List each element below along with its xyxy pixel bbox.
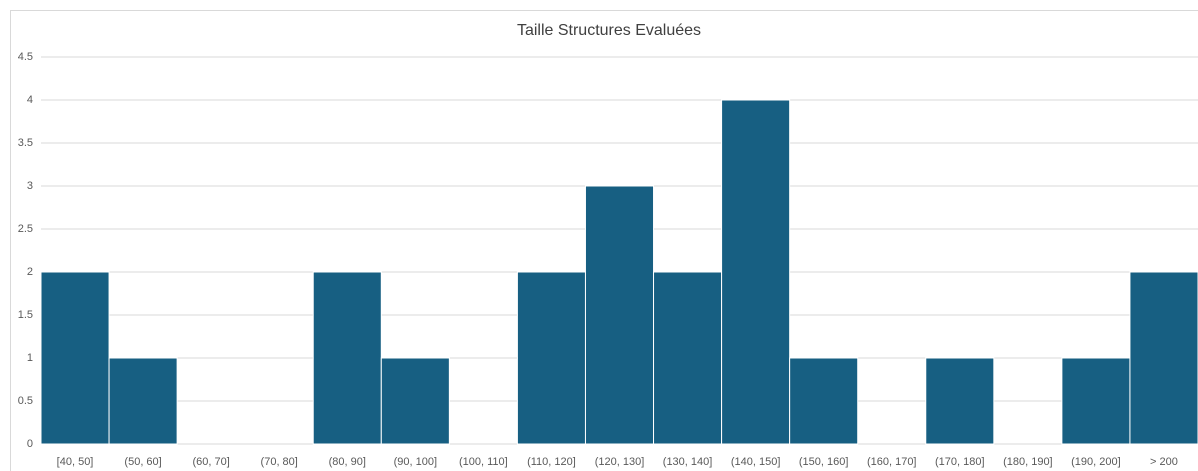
bar [584,185,655,445]
bar [653,271,723,445]
y-tick-label: 4 [27,94,33,106]
chart-title: Taille Structures Evaluées [517,22,701,39]
x-tick-label: (150, 160] [799,456,849,468]
y-tick-label: 3.5 [18,137,33,149]
y-tick-label: 1 [27,352,33,364]
x-tick-label: (120, 130] [595,456,645,468]
x-tick-label: (110, 120] [527,456,576,468]
bar [108,357,178,445]
bar [789,357,859,445]
bar [516,271,586,445]
bar [40,271,110,445]
y-tick-label: 3 [27,180,33,192]
x-tick-label: (50, 60] [124,456,161,468]
y-tick-label: 4.5 [18,51,33,63]
x-tick-label: (60, 70] [192,456,229,468]
x-tick-label: [40, 50] [57,456,94,468]
bar [312,271,382,445]
x-tick-label: (190, 200] [1071,456,1121,468]
bar [380,357,450,445]
bar [1129,271,1198,445]
x-tick-label: (100, 110] [459,456,508,468]
y-tick-label: 0.5 [18,395,33,407]
x-tick-label: (80, 90] [329,456,366,468]
y-tick-label: 0 [27,438,33,450]
y-tick-label: 2 [27,266,33,278]
bar [1061,357,1131,445]
x-tick-label: (180, 190] [1003,456,1053,468]
y-tick-label: 2.5 [18,223,33,235]
x-tick-label: (70, 80] [261,456,298,468]
x-tick-label: (160, 170] [867,456,917,468]
bar [721,99,791,445]
x-tick-label: > 200 [1150,456,1178,468]
x-tick-label: (90, 100] [394,456,437,468]
x-tick-label: (170, 180] [935,456,985,468]
bar [925,357,995,445]
chart-border [10,10,1198,471]
x-tick-label: (140, 150] [731,456,781,468]
x-tick-label: (130, 140] [663,456,713,468]
y-tick-label: 1.5 [18,309,33,321]
